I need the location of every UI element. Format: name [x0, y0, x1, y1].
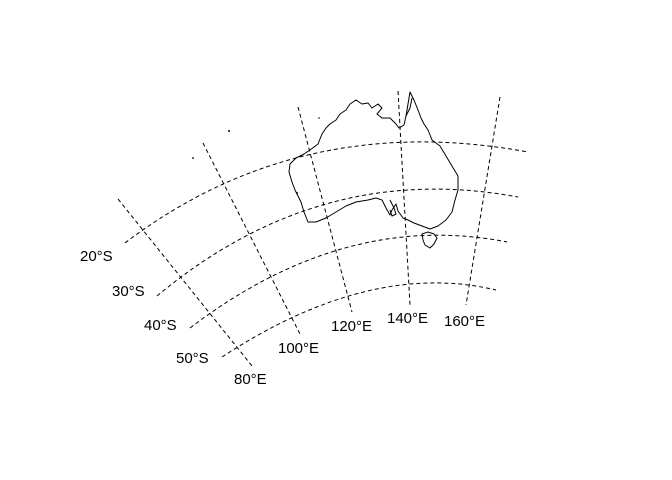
island-dot-1: [228, 130, 230, 132]
lat-label-40s: 40°S: [144, 317, 177, 334]
lat-label-20s: 20°S: [80, 248, 113, 265]
meridian-160e: [465, 96, 501, 306]
parallel-20s: [124, 141, 529, 244]
cape-york-detail: [405, 97, 413, 117]
gulf-detail: [389, 199, 397, 217]
parallels: [124, 141, 529, 358]
lat-label-50s: 50°S: [176, 350, 209, 367]
tasmania-coastline: [421, 231, 438, 249]
island-dot-4: [296, 192, 298, 194]
australia-outline: [192, 91, 459, 249]
longitude-labels: 80°E 100°E 120°E 140°E 160°E: [234, 310, 485, 388]
parallel-50s: [221, 282, 497, 358]
island-dot-2: [192, 157, 194, 159]
lon-label-120e: 120°E: [331, 318, 372, 335]
meridians: [117, 90, 501, 367]
lon-label-140e: 140°E: [387, 310, 428, 327]
parallel-40s: [189, 234, 508, 329]
lon-label-160e: 160°E: [444, 313, 485, 330]
parallel-30s: [156, 188, 519, 297]
meridian-120e: [297, 106, 353, 313]
meridian-140e: [397, 90, 411, 306]
meridian-80e: [117, 198, 253, 367]
lon-label-80e: 80°E: [234, 371, 267, 388]
lat-label-30s: 30°S: [112, 283, 145, 300]
island-dot-3: [318, 117, 320, 119]
meridian-100e: [202, 142, 301, 335]
lon-label-100e: 100°E: [278, 340, 319, 357]
latitude-labels: 20°S 30°S 40°S 50°S: [80, 248, 209, 367]
mainland-coastline: [288, 91, 459, 230]
